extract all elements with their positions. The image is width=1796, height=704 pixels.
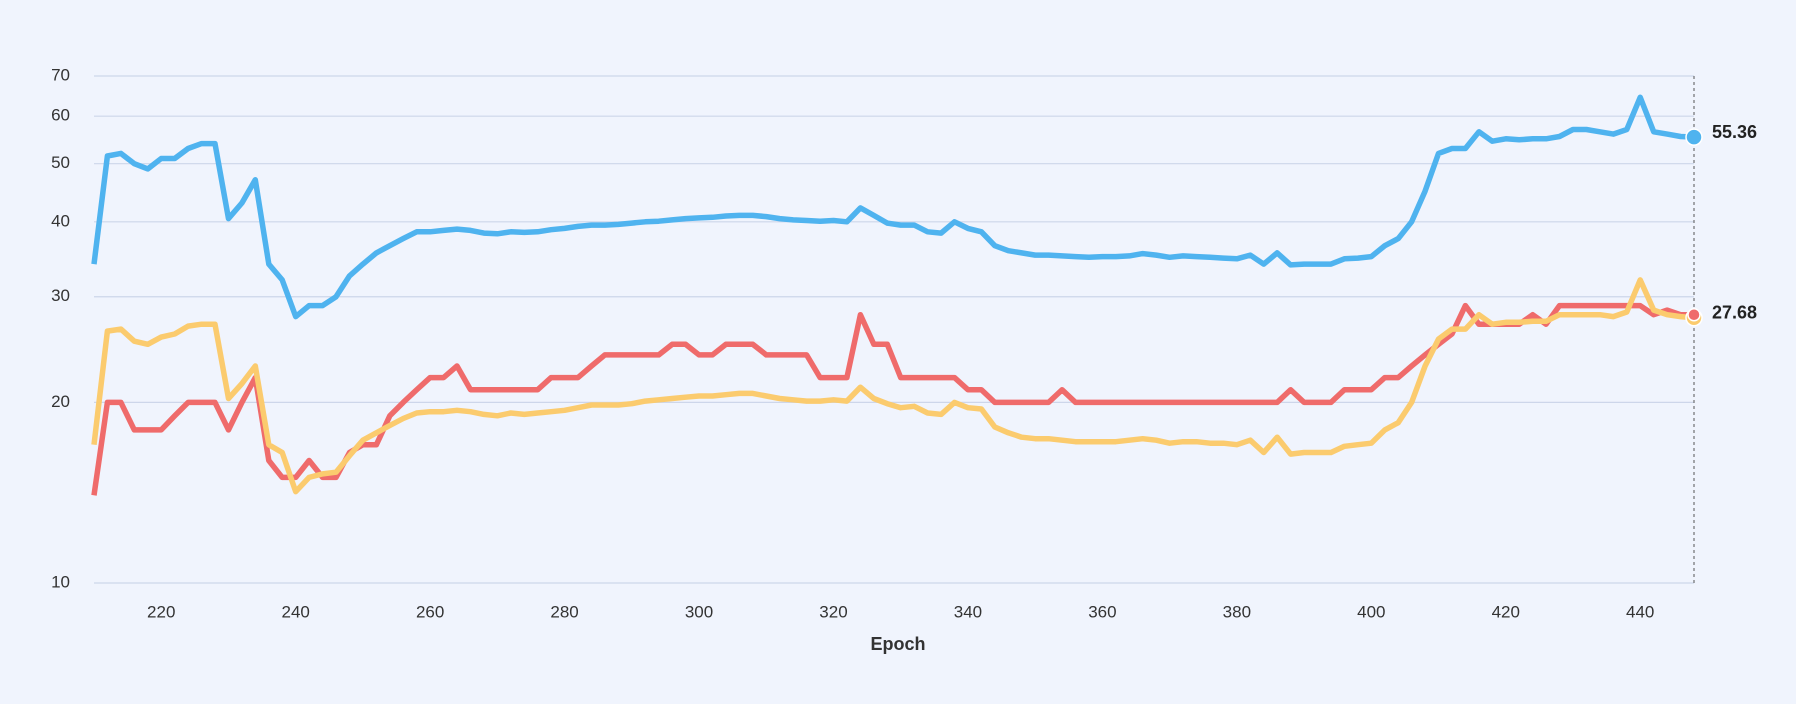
x-tick-label: 380: [1223, 602, 1251, 621]
y-tick-label: 10: [51, 572, 70, 591]
y-tick-label: 50: [51, 153, 70, 172]
x-tick-label: 240: [281, 602, 309, 621]
x-tick-label: 440: [1626, 602, 1654, 621]
x-tick-label: 320: [819, 602, 847, 621]
end-marker: [1687, 307, 1701, 322]
series-line: [91, 302, 1694, 496]
x-tick-label: 300: [685, 602, 713, 621]
x-tick-label: 400: [1357, 602, 1385, 621]
x-tick-label: 360: [1088, 602, 1116, 621]
series-line: [91, 94, 1695, 320]
y-tick-label: 70: [51, 65, 70, 84]
end-value-label: 27.68: [1712, 302, 1757, 322]
y-tick-label: 60: [51, 106, 70, 125]
y-tick-label: 20: [51, 392, 70, 411]
end-marker: [1685, 128, 1703, 146]
x-tick-label: 420: [1492, 602, 1520, 621]
series-line: [91, 277, 1695, 495]
x-tick-label: 260: [416, 602, 444, 621]
x-tick-label: 220: [147, 602, 175, 621]
y-tick-label: 40: [51, 211, 70, 230]
y-tick-label: 30: [51, 286, 70, 305]
end-value-label: 55.36: [1712, 122, 1757, 142]
x-axis-label: Epoch: [870, 634, 925, 654]
x-tick-label: 340: [954, 602, 982, 621]
x-tick-label: 280: [550, 602, 578, 621]
